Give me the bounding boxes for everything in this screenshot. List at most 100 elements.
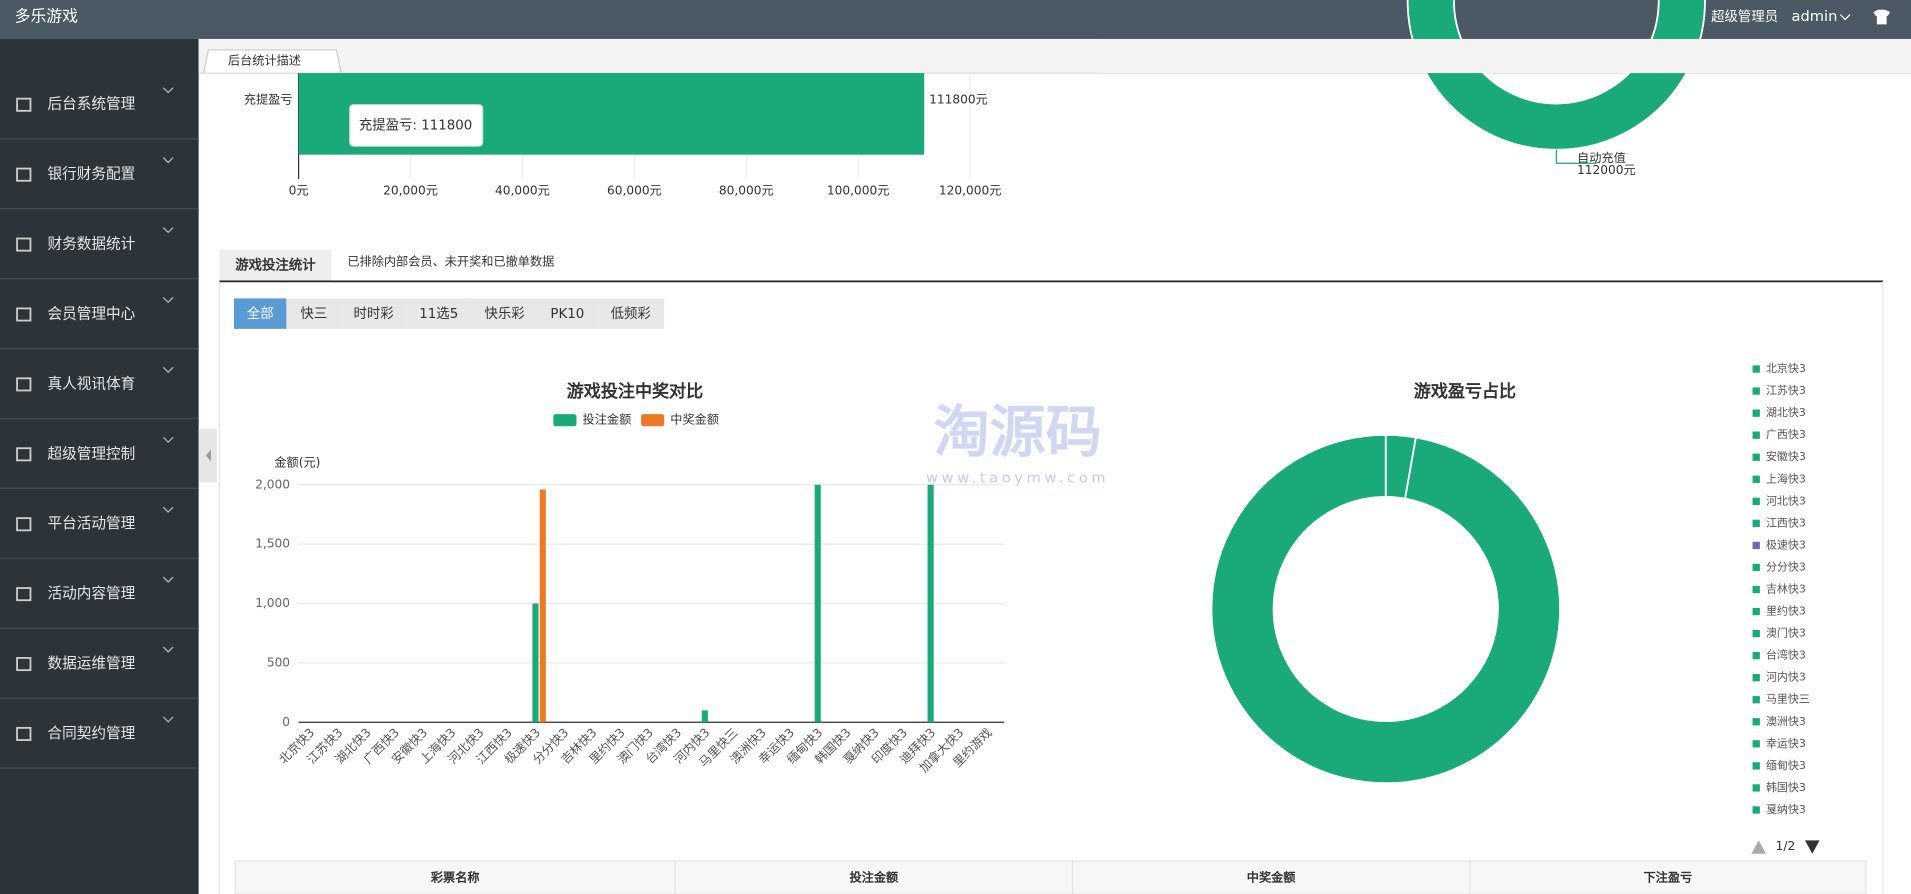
legend-swatch[interactable] <box>1752 519 1760 528</box>
y-tick-label: 500 <box>267 655 290 669</box>
y-tick-label: 0 <box>282 715 290 729</box>
menu-label: 合同契约管理 <box>48 725 136 742</box>
menu-label: 会员管理中心 <box>48 305 136 322</box>
filter-label: 快乐彩 <box>484 306 524 322</box>
value-label: 111800元 <box>929 92 988 106</box>
filter-label: 全部 <box>247 305 274 322</box>
filter-button[interactable] <box>597 298 665 329</box>
filter-button[interactable] <box>341 298 406 329</box>
legend-swatch[interactable] <box>1752 651 1760 660</box>
chevron <box>162 366 174 374</box>
legend-swatch[interactable] <box>1752 696 1760 704</box>
bar <box>814 484 821 723</box>
legend-swatch[interactable] <box>1752 365 1760 373</box>
filter-button[interactable] <box>234 298 287 329</box>
app-title: 多乐游戏 <box>15 7 79 26</box>
menu-icon <box>16 97 32 112</box>
legend-swatch[interactable] <box>1752 718 1760 726</box>
y-tick-label: 1,000 <box>255 596 290 610</box>
cover <box>1096 38 1911 74</box>
legend-swatch[interactable] <box>1752 563 1760 572</box>
legend-swatch[interactable] <box>1752 541 1760 550</box>
chevron <box>162 716 174 723</box>
y-tick-label: 1,500 <box>255 537 290 551</box>
menu-icon <box>16 587 32 602</box>
chevron <box>162 297 174 304</box>
chevron <box>1839 14 1851 21</box>
watermark-url: www.taoymw.com <box>926 470 1109 487</box>
legend-swatch[interactable] <box>1752 784 1760 792</box>
bar <box>701 710 708 723</box>
legend-swatch[interactable] <box>1752 674 1760 682</box>
pager-prev[interactable] <box>1751 840 1766 854</box>
column-header: 彩票名称 <box>430 870 480 885</box>
section-tab[interactable] <box>219 249 332 282</box>
legend-swatch[interactable] <box>1752 453 1760 461</box>
legend-swatch[interactable] <box>1752 629 1760 638</box>
label-line <box>1555 149 1597 164</box>
bar <box>532 603 539 723</box>
menu-icon <box>16 237 32 252</box>
y-tick-label: 2,000 <box>255 477 290 491</box>
legend-swatch[interactable] <box>1752 497 1760 505</box>
legend-swatch[interactable] <box>1752 387 1760 395</box>
legend-label: 中奖金额 <box>670 412 719 427</box>
legend-swatch[interactable] <box>1752 585 1760 594</box>
legend-swatch[interactable] <box>1752 762 1760 770</box>
legend-label: 里约快3 <box>1766 605 1806 618</box>
menu-label: 后台系统管理 <box>48 96 136 113</box>
legend-swatch[interactable] <box>641 414 665 427</box>
chevron <box>162 227 174 234</box>
legend-swatch[interactable] <box>1752 740 1760 748</box>
column-header: 中奖金额 <box>1247 870 1297 885</box>
legend-label: 广西快3 <box>1766 428 1806 441</box>
pager-label: 1/2 <box>1776 839 1796 853</box>
filter-label: 11选5 <box>419 306 458 322</box>
menu-label: 超级管理控制 <box>48 445 136 462</box>
legend-label: 戛纳快3 <box>1766 803 1806 816</box>
role: 超级管理员 <box>1711 9 1778 25</box>
x-tick-label: 20,000元 <box>383 184 438 198</box>
chart-title: 游戏投注中奖对比 <box>567 381 703 402</box>
user-menu[interactable]: admin <box>1792 8 1838 25</box>
menu-label: 银行财务配置 <box>48 166 136 183</box>
menu-icon <box>16 517 32 532</box>
legend-label: 江西快3 <box>1766 516 1806 529</box>
filter-button[interactable] <box>537 298 598 329</box>
filter-button[interactable] <box>286 298 342 329</box>
filter-label: 快三 <box>300 306 327 322</box>
tab[interactable] <box>202 49 342 74</box>
menu-icon <box>16 377 32 392</box>
pie-label: 自动充值 <box>1577 150 1626 165</box>
legend-swatch[interactable] <box>1752 431 1760 439</box>
pager-next[interactable] <box>1804 840 1820 854</box>
section-title: 游戏投注统计 <box>235 257 316 274</box>
legend-label: 马里快三 <box>1766 693 1810 706</box>
filter-button[interactable] <box>471 298 538 329</box>
theme-icon[interactable] <box>1873 9 1891 25</box>
chart-title: 游戏盈亏占比 <box>1414 381 1516 402</box>
x-tick-label: 40,000元 <box>495 184 550 198</box>
table-header <box>234 860 1867 894</box>
x-tick-label: 120,000元 <box>939 184 1002 198</box>
legend-swatch[interactable] <box>553 414 577 427</box>
legend-swatch[interactable] <box>1752 475 1760 483</box>
arrow <box>205 449 211 462</box>
filter-label: 低频彩 <box>611 306 651 322</box>
filter-label: PK10 <box>550 307 584 322</box>
legend-label: 湖北快3 <box>1766 406 1806 419</box>
legend-swatch[interactable] <box>1752 607 1760 616</box>
legend-swatch[interactable] <box>1752 806 1760 814</box>
legend-label: 韩国快3 <box>1766 780 1806 794</box>
menu-label: 活动内容管理 <box>48 585 136 602</box>
menu-label: 财务数据统计 <box>48 236 136 253</box>
legend-swatch[interactable] <box>1752 409 1760 417</box>
legend-label: 澳门快3 <box>1766 626 1806 640</box>
filter-button[interactable] <box>405 298 472 329</box>
bar <box>927 484 934 723</box>
pie-slice <box>1210 433 1561 785</box>
x-tick-label: 60,000元 <box>607 184 662 198</box>
category-label: 充提盈亏 <box>244 91 293 106</box>
